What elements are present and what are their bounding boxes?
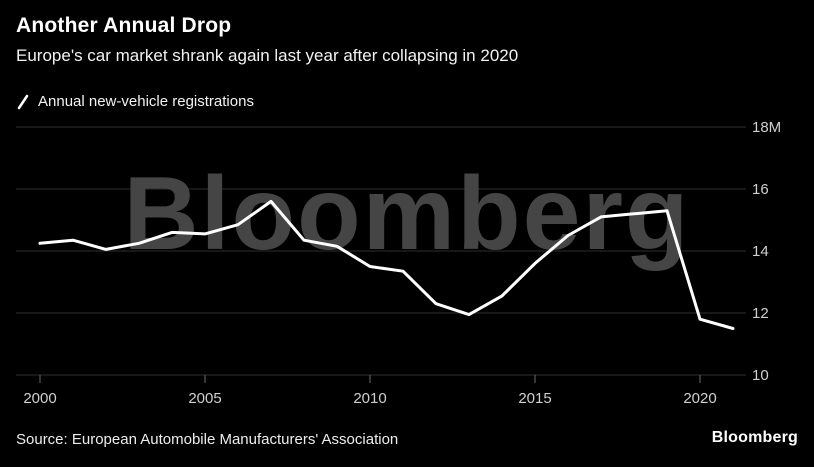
series-layer — [38, 199, 735, 330]
legend-label: Annual new-vehicle registrations — [38, 93, 254, 110]
x-axis-label: 2015 — [518, 390, 551, 407]
source-note: Source: European Automobile Manufacturer… — [16, 431, 399, 448]
x-axis-layer: 2000 2005 2010 2015 2020 — [23, 375, 717, 407]
bloomberg-watermark: Bloomberg — [124, 156, 691, 272]
x-axis-label: 2020 — [683, 390, 716, 407]
legend: Annual new-vehicle registrations — [16, 93, 254, 110]
y-axis-label: 10 — [752, 367, 769, 384]
x-axis-label: 2005 — [188, 390, 221, 407]
x-axis-label: 2000 — [23, 390, 56, 407]
chart-subtitle: Europe's car market shrank again last ye… — [16, 46, 519, 65]
page-title: Another Annual Drop — [16, 14, 232, 37]
bloomberg-logo: Bloomberg — [711, 429, 798, 446]
y-axis-label: 12 — [752, 305, 769, 322]
y-axis-label: 14 — [752, 243, 769, 260]
grid-layer: 10 12 14 16 18M — [16, 119, 781, 384]
y-axis-label: 16 — [752, 181, 769, 198]
line-series-icon — [17, 94, 29, 109]
x-axis-label: 2010 — [353, 390, 386, 407]
registrations-line — [38, 199, 735, 330]
y-axis-label: 18M — [752, 119, 781, 136]
